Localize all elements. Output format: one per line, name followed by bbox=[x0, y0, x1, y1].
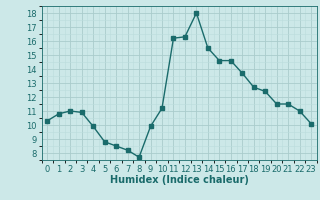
X-axis label: Humidex (Indice chaleur): Humidex (Indice chaleur) bbox=[110, 175, 249, 185]
